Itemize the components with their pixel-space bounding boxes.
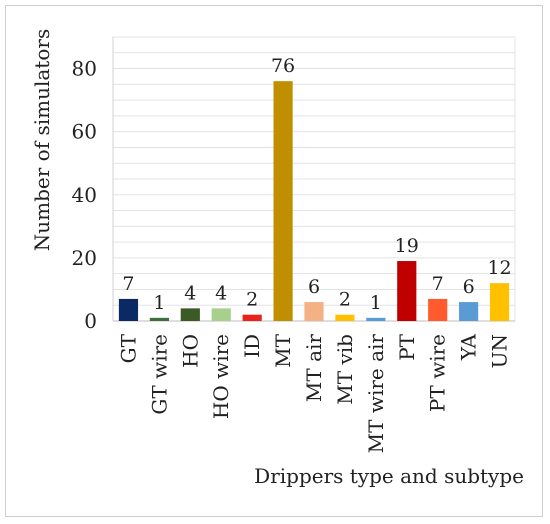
bar-data-label: 12	[487, 257, 511, 279]
y-tick-label: 80	[72, 57, 97, 81]
x-tick-label: GT wire	[147, 334, 171, 415]
bar-data-label: 76	[271, 55, 295, 77]
bar-data-label: 4	[184, 282, 196, 304]
bar-data-label: 2	[246, 289, 258, 311]
bar	[211, 308, 231, 321]
x-tick-label: GT	[116, 333, 140, 363]
bar-data-label: 1	[153, 292, 165, 314]
bar-data-label: 4	[215, 282, 227, 304]
bar	[397, 261, 417, 321]
x-tick-label: HO	[178, 334, 202, 368]
x-tick-label: MT vib	[333, 334, 357, 405]
x-tick-label: ID	[240, 334, 264, 358]
bar	[118, 298, 139, 321]
bar	[366, 317, 386, 321]
bar-data-label: 6	[463, 276, 475, 298]
bar	[335, 314, 355, 321]
bar	[489, 283, 510, 321]
bar-data-label: 19	[395, 235, 419, 257]
x-tick-label: MT wire air	[364, 334, 388, 454]
bar	[149, 317, 169, 321]
x-axis-title: Drippers type and subtype	[254, 464, 524, 488]
bar-data-label: 6	[308, 276, 320, 298]
bar-data-label: 7	[432, 273, 444, 295]
x-tick-label: PT wire	[426, 334, 450, 412]
y-tick-label: 60	[72, 120, 97, 144]
bar	[304, 302, 324, 321]
bars	[118, 81, 510, 321]
bar-data-label: 7	[122, 273, 134, 295]
bar-data-label: 1	[370, 292, 382, 314]
bar	[242, 314, 262, 321]
y-axis-title: Number of simulators	[30, 29, 54, 251]
bar	[459, 302, 479, 321]
x-tick-label: YA	[457, 333, 481, 361]
bar	[273, 81, 293, 321]
y-tick-label: 0	[84, 309, 97, 333]
x-tick-label: MT air	[302, 334, 326, 402]
bar	[180, 308, 200, 321]
x-tick-label: HO wire	[209, 334, 233, 419]
bar	[428, 298, 448, 321]
x-tick-label: MT	[271, 333, 295, 367]
bar-data-label: 2	[339, 289, 351, 311]
y-tick-label: 40	[72, 183, 97, 207]
x-tick-label: PT	[395, 333, 419, 360]
x-tick-label: UN	[488, 334, 512, 368]
y-tick-label: 20	[72, 246, 97, 270]
